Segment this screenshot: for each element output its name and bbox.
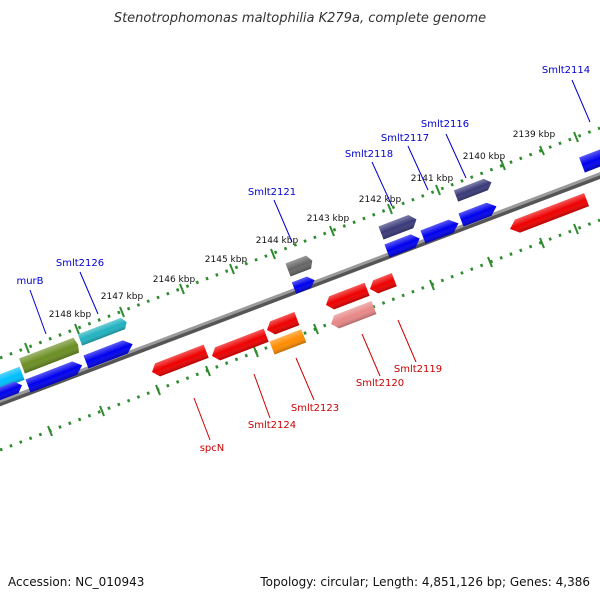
topology-text: Topology: circular; Length: 4,851,126 bp…: [259, 575, 590, 589]
major-tick: [270, 248, 276, 260]
gene-murb[interactable]: [19, 337, 81, 374]
major-tick: [500, 159, 506, 171]
gene-smlt2125[interactable]: [77, 316, 129, 346]
gene-smlt2116-lower[interactable]: [458, 200, 498, 227]
tick-label: 2148 kbp: [49, 310, 92, 320]
tick-label: 2141 kbp: [411, 174, 454, 184]
leader-line: [397, 319, 417, 363]
gene-label[interactable]: Smlt2116: [421, 119, 469, 130]
forward-major-ticks: [24, 131, 579, 354]
tick-label: 2139 kbp: [513, 130, 556, 140]
gene-smlt2117[interactable]: [420, 217, 460, 244]
major-tick: [329, 225, 335, 237]
gene-spcn[interactable]: [149, 344, 209, 379]
gene-blue-left[interactable]: [0, 380, 24, 402]
major-tick: [47, 425, 53, 437]
major-tick: [253, 346, 259, 358]
gene-label[interactable]: Smlt2117: [381, 133, 429, 144]
tick-label: 2145 kbp: [205, 255, 248, 265]
major-tick: [387, 203, 393, 215]
gene-smlt2115[interactable]: [507, 193, 590, 235]
leader-line: [371, 161, 393, 207]
tick-label: 2144 kbp: [256, 236, 299, 246]
gene-smlt2123[interactable]: [269, 329, 307, 355]
gene-cyan-left[interactable]: [0, 366, 25, 391]
leader-line: [361, 333, 381, 377]
gene-label[interactable]: Smlt2126: [56, 258, 104, 269]
tick-label: 2142 kbp: [359, 195, 402, 205]
major-tick: [435, 184, 441, 196]
gene-smlt2118-lower[interactable]: [384, 232, 422, 258]
major-tick: [313, 323, 319, 335]
major-tick: [229, 263, 235, 275]
gene-smlt2126[interactable]: [83, 338, 135, 369]
map-title: Stenotrophomonas maltophilia K279a, comp…: [114, 11, 486, 26]
leader-line: [193, 397, 211, 441]
gene-label[interactable]: Smlt2118: [345, 149, 393, 160]
major-tick: [205, 365, 211, 377]
tick-label: 2143 kbp: [307, 214, 350, 224]
leader-line: [253, 373, 271, 419]
major-tick: [99, 405, 105, 417]
reverse-major-ticks: [47, 223, 579, 437]
gene-smlt2116[interactable]: [453, 177, 494, 202]
leader-line: [295, 357, 315, 401]
gene-label[interactable]: murB: [16, 276, 43, 287]
gene-smlt2118[interactable]: [378, 213, 418, 240]
gene-label[interactable]: spcN: [200, 443, 225, 454]
leader-line: [273, 199, 293, 243]
leader-line: [29, 289, 47, 335]
gene-smlt2121[interactable]: [285, 254, 314, 277]
major-tick: [179, 283, 185, 295]
major-tick: [155, 384, 161, 396]
gene-label[interactable]: Smlt2121: [248, 187, 296, 198]
gene-smlt2122[interactable]: [291, 275, 317, 294]
gene-label[interactable]: Smlt2119: [394, 364, 442, 375]
tick-label: 2140 kbp: [463, 152, 506, 162]
leader-line: [407, 145, 429, 191]
accession-text: Accession: NC_010943: [8, 575, 144, 589]
gene-smlt2123-upper[interactable]: [264, 311, 300, 337]
leader-line: [571, 79, 591, 123]
major-tick: [487, 256, 493, 268]
tick-label: 2147 kbp: [101, 292, 144, 302]
leader-line: [79, 271, 99, 315]
major-tick: [573, 131, 579, 143]
gene-label[interactable]: Smlt2120: [356, 378, 404, 389]
reverse-tick-track: [0, 218, 600, 452]
gene-smlt2120[interactable]: [328, 300, 377, 331]
gene-label[interactable]: Smlt2114: [542, 65, 590, 76]
major-tick: [539, 145, 545, 156]
major-tick: [119, 306, 125, 318]
major-tick: [573, 223, 579, 235]
forward-tick-track: [0, 126, 600, 360]
gene-smlt2120-upper[interactable]: [323, 282, 370, 312]
gene-murb-lower[interactable]: [25, 359, 84, 393]
major-tick: [24, 342, 30, 354]
leader-line: [445, 133, 467, 179]
gene-smlt2124[interactable]: [209, 328, 269, 363]
major-tick: [539, 237, 545, 249]
gene-label[interactable]: Smlt2124: [248, 420, 296, 431]
gene-smlt2119[interactable]: [367, 273, 397, 295]
major-tick: [429, 279, 435, 291]
major-tick: [74, 323, 80, 335]
gene-smlt2114[interactable]: [579, 143, 600, 173]
gene-label[interactable]: Smlt2123: [291, 403, 339, 414]
tick-label: 2146 kbp: [153, 275, 196, 285]
